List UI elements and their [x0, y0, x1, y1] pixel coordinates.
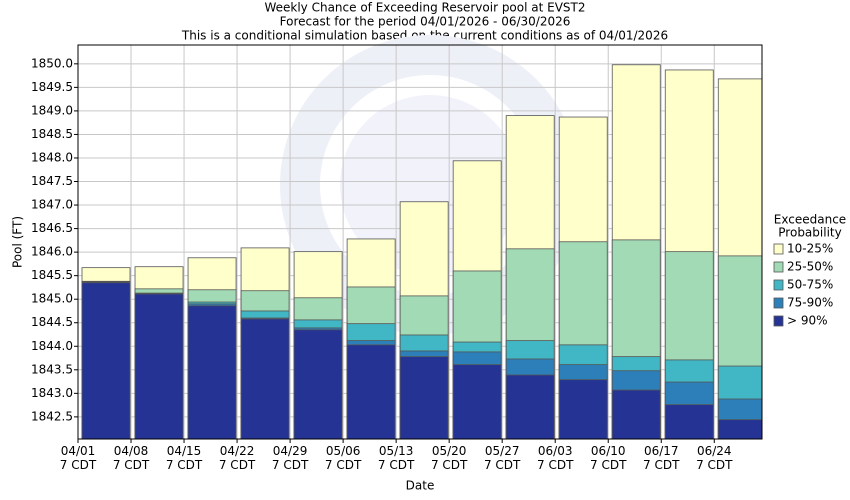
legend-title: Probability: [778, 226, 841, 240]
bar: [452, 364, 502, 440]
x-tick-label: 06/24 7 CDT: [696, 444, 733, 472]
bar: [611, 389, 661, 440]
y-tick-label: 1842.5: [31, 409, 73, 423]
x-tick-label: 05/20 7 CDT: [431, 444, 468, 472]
y-tick-label: 1843.5: [31, 362, 73, 376]
plot-frame: [77, 44, 763, 440]
x-tick-label: 05/06 7 CDT: [325, 444, 362, 472]
bar: [134, 293, 184, 440]
legend-swatch: [773, 279, 784, 291]
x-tick-label: 04/22 7 CDT: [219, 444, 256, 472]
legend-swatch: [773, 261, 784, 273]
y-tick-label: 1846.0: [31, 245, 73, 259]
y-tick-label: 1847.0: [31, 198, 73, 212]
bar: [664, 404, 714, 440]
x-tick-label: 04/01 7 CDT: [60, 444, 97, 472]
legend-label: 50-75%: [787, 278, 833, 292]
y-tick-label: 1843.0: [31, 386, 73, 400]
y-tick-label: 1845.5: [31, 268, 73, 282]
bar: [346, 344, 396, 440]
x-tick-label: 05/27 7 CDT: [484, 444, 521, 472]
legend-label: 25-50%: [787, 260, 833, 274]
y-tick-label: 1847.5: [31, 174, 73, 188]
y-tick-label: 1845.0: [31, 292, 73, 306]
x-tick-label: 04/15 7 CDT: [166, 444, 203, 472]
legend-label: > 90%: [787, 314, 828, 328]
x-tick-label: 06/17 7 CDT: [643, 444, 680, 472]
legend-label: 10-25%: [787, 242, 833, 256]
bar: [505, 374, 555, 440]
bar: [187, 305, 237, 440]
x-tick-label: 04/29 7 CDT: [272, 444, 309, 472]
y-tick-label: 1849.5: [31, 80, 73, 94]
x-tick-label: 05/13 7 CDT: [378, 444, 415, 472]
y-tick-label: 1849.0: [31, 103, 73, 117]
legend-swatch: [773, 315, 784, 327]
legend-swatch: [773, 243, 784, 255]
legend-title: Exceedance: [774, 213, 846, 227]
x-tick-label: 06/10 7 CDT: [590, 444, 627, 472]
bar: [399, 356, 449, 440]
bar: [293, 329, 343, 440]
bar: [558, 379, 608, 440]
y-tick-label: 1848.0: [31, 150, 73, 164]
x-tick-label: 04/08 7 CDT: [113, 444, 150, 472]
chart-title: Weekly Chance of Exceeding Reservoir poo…: [264, 1, 585, 15]
chart-subtitle: Forecast for the period 04/01/2026 - 06/…: [280, 15, 571, 29]
y-tick-label: 1846.5: [31, 221, 73, 235]
y-axis-label: Pool (FT): [11, 216, 25, 268]
bar: [717, 419, 763, 440]
legend-swatch: [773, 297, 784, 309]
y-tick-label: 1844.0: [31, 339, 73, 353]
y-tick-label: 1850.0: [31, 56, 73, 70]
legend-label: 75-90%: [787, 296, 833, 310]
x-tick-label: 06/03 7 CDT: [537, 444, 574, 472]
bar: [81, 282, 131, 440]
bar: [240, 318, 290, 440]
y-tick-label: 1848.5: [31, 127, 73, 141]
y-tick-label: 1844.5: [31, 315, 73, 329]
x-axis-label: Date: [406, 479, 435, 493]
